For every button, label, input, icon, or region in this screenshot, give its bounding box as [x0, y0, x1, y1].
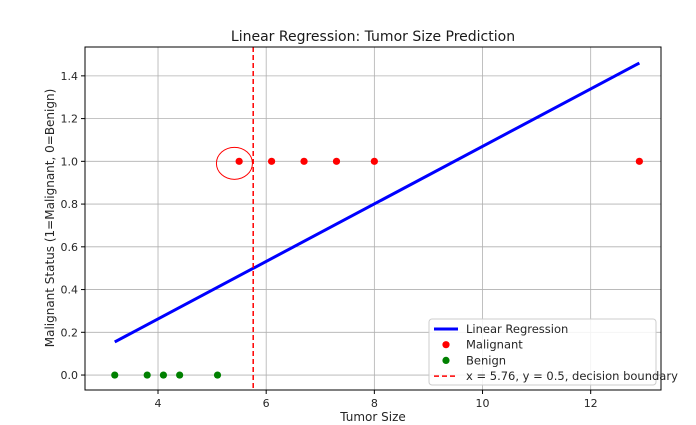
legend-swatch-marker	[442, 356, 450, 364]
plot-frame	[84, 46, 662, 391]
chart-title: Linear Regression: Tumor Size Prediction	[231, 29, 515, 45]
benign-point	[213, 371, 222, 379]
benign-point	[143, 371, 151, 379]
x-tick-label: 6	[263, 397, 270, 410]
y-tick-label: 1.2	[61, 113, 79, 126]
y-tick-label: 1.4	[61, 70, 79, 83]
y-tick-label: 0.8	[61, 198, 79, 211]
plot-data	[111, 47, 643, 390]
highlight-circle	[215, 146, 253, 180]
legend-swatch-marker	[442, 341, 450, 349]
malignant-point	[300, 157, 308, 165]
y-tick-label: 0.0	[61, 369, 79, 382]
benign-point	[159, 371, 168, 379]
ticks: 4 6 8 10 12 0.0 0.2 0.4 0.6 0.8 1.0 1.2 1.4	[61, 70, 598, 410]
x-tick-label: 10	[476, 397, 490, 410]
x-tick-label: 12	[584, 397, 598, 410]
legend-box	[428, 318, 657, 386]
y-tick-label: 0.2	[61, 326, 79, 339]
legend-label: Malignant	[466, 338, 523, 352]
legend-label: x = 5.76, y = 0.5, decision boundary	[466, 369, 678, 383]
malignant-point	[635, 157, 643, 165]
legend-label: Benign	[466, 353, 506, 367]
y-axis-label: Malignant Status (1=Malignant, 0=Benign)	[43, 89, 57, 348]
malignant-point	[370, 157, 378, 165]
regression-line	[114, 61, 641, 344]
legend-label: Linear Regression	[466, 322, 568, 336]
x-tick-label: 4	[155, 397, 162, 410]
x-axis-label: Tumor Size	[339, 410, 406, 424]
x-tick-label: 8	[371, 397, 378, 410]
y-tick-label: 0.6	[61, 241, 79, 254]
benign-point	[111, 371, 119, 379]
malignant-point	[267, 157, 276, 165]
malignant-point	[235, 157, 243, 165]
malignant-point	[332, 157, 341, 165]
benign-point	[176, 371, 184, 379]
y-tick-label: 1.0	[61, 155, 79, 168]
y-tick-label: 0.4	[61, 284, 79, 297]
